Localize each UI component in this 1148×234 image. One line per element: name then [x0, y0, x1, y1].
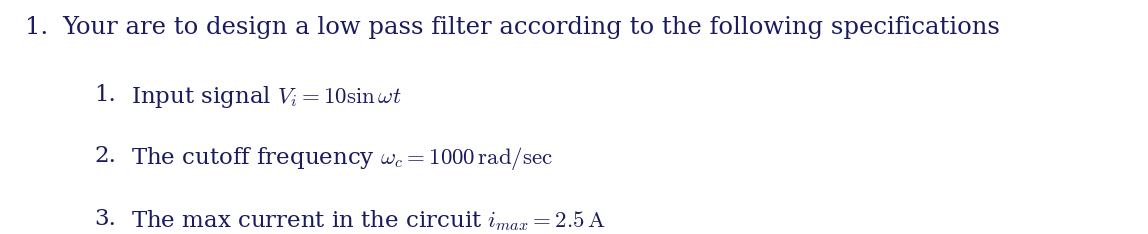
Text: Input signal $V_i = 10\sin\omega t$: Input signal $V_i = 10\sin\omega t$	[131, 84, 402, 110]
Text: The cutoff frequency $\omega_c = 1000\,\mathrm{rad/sec}$: The cutoff frequency $\omega_c = 1000\,\…	[131, 145, 553, 172]
Text: 2.: 2.	[94, 145, 116, 167]
Text: Your are to design a low pass filter according to the following specifications: Your are to design a low pass filter acc…	[62, 16, 1000, 39]
Text: 1.: 1.	[94, 84, 116, 106]
Text: 1.: 1.	[25, 16, 48, 39]
Text: 3.: 3.	[94, 208, 116, 230]
Text: The max current in the circuit $i_{max} = 2.5\,\mathrm{A}$: The max current in the circuit $i_{max} …	[131, 208, 606, 233]
